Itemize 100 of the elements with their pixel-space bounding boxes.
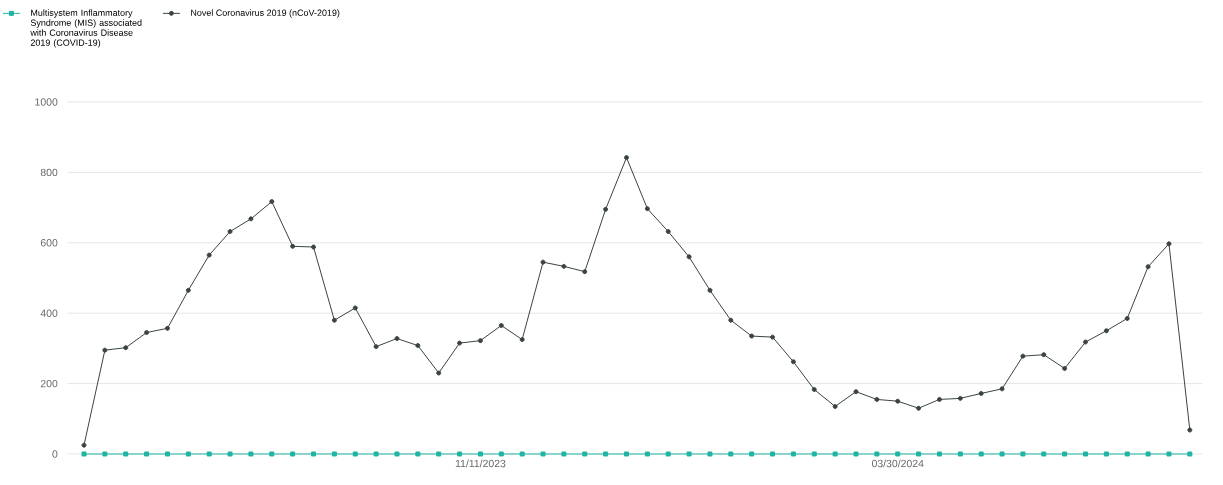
point	[895, 398, 901, 404]
y-tick-label: 200	[40, 379, 58, 388]
point	[874, 451, 880, 457]
point	[957, 395, 963, 401]
point	[311, 451, 317, 457]
point	[728, 317, 734, 323]
point	[123, 451, 129, 457]
point	[749, 451, 755, 457]
point	[227, 451, 233, 457]
point	[644, 206, 650, 212]
point	[1083, 339, 1088, 345]
point	[749, 333, 755, 339]
point	[269, 199, 275, 205]
point	[999, 386, 1005, 392]
point	[519, 451, 525, 457]
point	[644, 451, 650, 457]
point	[436, 451, 442, 457]
point	[352, 305, 358, 311]
point	[770, 451, 776, 457]
point	[936, 396, 942, 402]
point	[498, 451, 504, 457]
point	[269, 451, 275, 457]
point	[686, 254, 692, 260]
point	[290, 243, 296, 249]
point	[853, 389, 859, 395]
point	[206, 451, 212, 457]
point	[144, 330, 150, 336]
point	[102, 347, 108, 353]
point	[1062, 365, 1068, 371]
point	[603, 206, 609, 212]
point	[665, 451, 671, 457]
point	[477, 451, 483, 457]
point	[624, 155, 629, 161]
point	[1020, 451, 1026, 457]
point	[978, 390, 984, 396]
point	[728, 451, 734, 457]
point	[394, 336, 400, 342]
point	[1145, 264, 1151, 270]
point	[582, 269, 588, 275]
point	[457, 451, 463, 457]
point	[102, 451, 108, 457]
point	[436, 370, 442, 376]
point	[311, 244, 317, 250]
point	[1166, 241, 1172, 247]
legend-label: Novel Coronavirus 2019 (nCoV-2019)	[191, 9, 340, 18]
point	[123, 345, 129, 351]
point	[81, 442, 87, 448]
point	[707, 287, 713, 293]
point	[164, 451, 170, 457]
point	[895, 451, 901, 457]
point	[1083, 451, 1088, 457]
x-tick-label: 03/30/2024	[871, 459, 924, 468]
point	[1166, 451, 1172, 457]
y-tick-label: 0	[52, 450, 58, 458]
y-tick-label: 600	[40, 239, 58, 247]
point	[373, 451, 379, 457]
point	[290, 451, 296, 457]
point	[832, 451, 838, 457]
point	[373, 344, 379, 350]
point	[936, 451, 942, 457]
point	[603, 451, 609, 457]
point	[1145, 451, 1151, 457]
point	[1062, 451, 1068, 457]
point	[415, 451, 421, 457]
point	[790, 359, 796, 365]
point	[185, 287, 191, 293]
point	[957, 451, 963, 457]
point	[874, 396, 880, 402]
point	[206, 252, 212, 258]
point	[1124, 451, 1130, 457]
point	[1103, 328, 1109, 334]
point	[811, 387, 817, 393]
point	[248, 451, 254, 457]
point	[498, 323, 504, 328]
point	[185, 451, 191, 457]
point	[561, 451, 567, 457]
point	[1041, 451, 1047, 457]
point	[164, 325, 170, 331]
legend-label: Multisystem Inflammatory Syndrome (MIS) associated with Coronavirus Disease 2019 (COVID-19)	[30, 9, 142, 48]
point	[582, 451, 588, 457]
y-tick-label: 400	[40, 309, 58, 317]
point	[415, 343, 421, 349]
point	[227, 229, 233, 235]
point	[811, 451, 817, 457]
point	[144, 451, 150, 457]
point	[686, 451, 692, 457]
point	[770, 334, 776, 340]
point	[665, 229, 671, 235]
x-tick-label: 11/11/2023	[455, 459, 506, 468]
point	[561, 263, 567, 269]
y-tick-label: 1000	[35, 98, 58, 106]
point	[457, 340, 463, 346]
point	[999, 451, 1005, 457]
point	[1124, 315, 1130, 321]
y-tick-label: 800	[40, 168, 58, 177]
point	[331, 317, 337, 323]
point	[331, 451, 337, 457]
point	[248, 216, 254, 222]
point	[540, 451, 546, 457]
point	[916, 451, 922, 457]
